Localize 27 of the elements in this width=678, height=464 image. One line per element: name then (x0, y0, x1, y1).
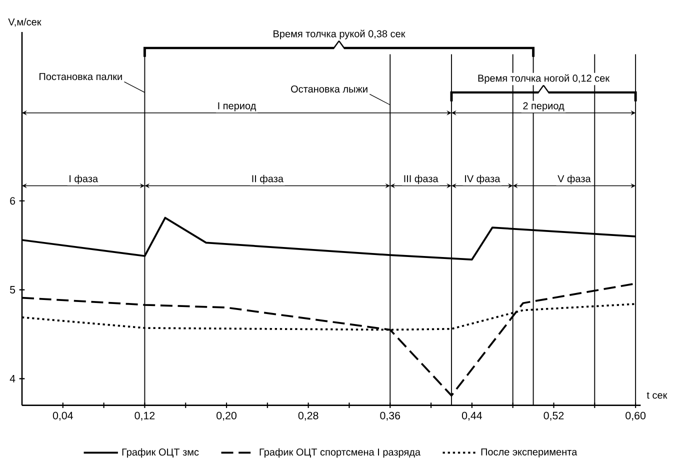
ref-line-label: Остановка лыжи (291, 85, 368, 93)
legend-label: После эксперимента (481, 448, 578, 458)
annotation: I фаза (70, 174, 98, 184)
ref-line-label: Постановка палки (40, 73, 122, 80)
y-tick-label: 5 (10, 286, 16, 294)
legend-label: График ОЦТ змс (122, 448, 199, 458)
x-tick-label: 0,04 (52, 412, 73, 421)
y-tick-label: 6 (10, 197, 16, 205)
annotation: II фаза (252, 174, 284, 184)
y-axis-title: V,м/сек (8, 18, 42, 27)
x-tick-label: 0,60 (626, 412, 646, 421)
x-tick-label: 0,44 (462, 412, 482, 421)
annotation: V фаза (558, 174, 591, 184)
annotation: Время толчка ногой 0,12 сек (478, 74, 610, 84)
x-tick-label: 0,28 (298, 412, 318, 421)
x-axis-title: t сек (646, 392, 668, 399)
annotation: 2 период (523, 102, 564, 112)
x-tick-label: 0,52 (544, 412, 564, 421)
x-tick-label: 0,36 (380, 412, 400, 421)
annotation: Время толчка рукой 0,38 сек (274, 30, 406, 40)
annotation: I период (218, 102, 256, 112)
legend-label: График ОЦТ спортсмена I разряда (260, 448, 421, 458)
annotation: III фаза (404, 174, 438, 184)
x-tick-label: 0,20 (216, 412, 236, 421)
annotation: IV фаза (465, 174, 500, 184)
y-tick-label: 4 (10, 374, 16, 382)
x-tick-label: 0,12 (134, 412, 155, 421)
